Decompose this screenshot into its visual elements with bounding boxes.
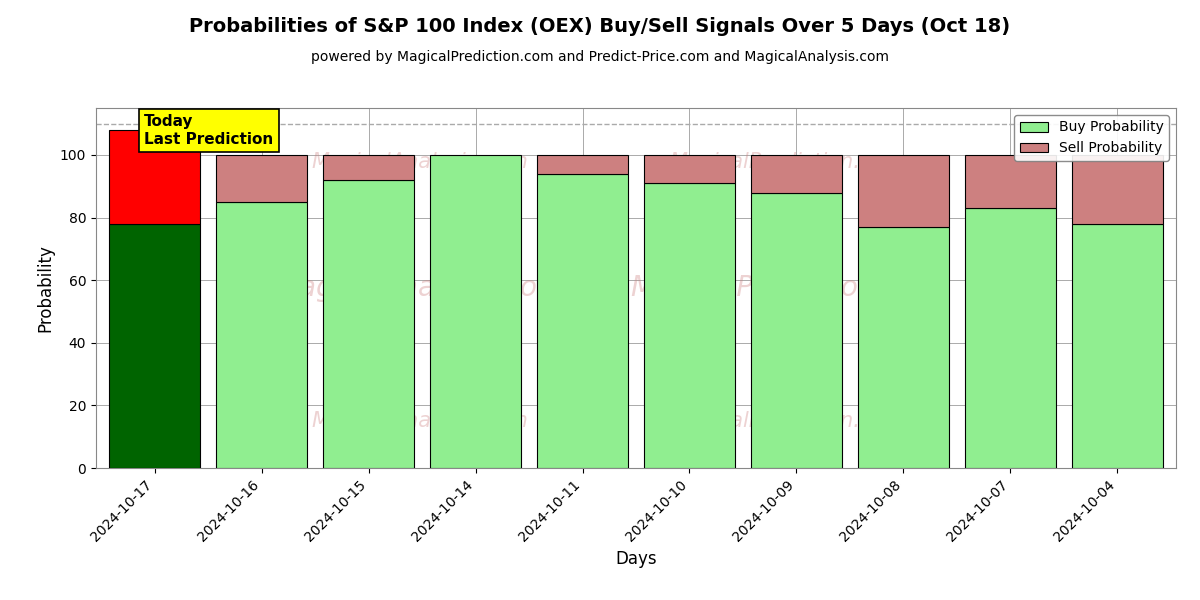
- Bar: [965, 208, 1056, 468]
- Bar: [109, 130, 200, 224]
- Bar: [1072, 224, 1163, 468]
- Bar: [216, 155, 307, 202]
- Bar: [323, 155, 414, 180]
- Y-axis label: Probability: Probability: [36, 244, 54, 332]
- Text: MagicalPrediction.com: MagicalPrediction.com: [670, 152, 905, 172]
- Bar: [538, 155, 628, 174]
- Text: MagicalPrediction.com: MagicalPrediction.com: [630, 274, 944, 302]
- Bar: [323, 180, 414, 468]
- Text: powered by MagicalPrediction.com and Predict-Price.com and MagicalAnalysis.com: powered by MagicalPrediction.com and Pre…: [311, 50, 889, 64]
- Text: Today
Last Prediction: Today Last Prediction: [144, 114, 274, 146]
- Bar: [965, 155, 1056, 208]
- Text: MagicalAnalysis.com: MagicalAnalysis.com: [312, 152, 528, 172]
- Bar: [751, 193, 842, 468]
- Bar: [644, 183, 734, 468]
- X-axis label: Days: Days: [616, 550, 656, 568]
- Bar: [1072, 155, 1163, 224]
- Bar: [109, 224, 200, 468]
- Legend: Buy Probability, Sell Probability: Buy Probability, Sell Probability: [1014, 115, 1169, 161]
- Bar: [858, 227, 949, 468]
- Text: MagicalAnalysis.com: MagicalAnalysis.com: [276, 274, 564, 302]
- Text: MagicalPrediction.com: MagicalPrediction.com: [670, 411, 905, 431]
- Bar: [751, 155, 842, 193]
- Bar: [216, 202, 307, 468]
- Bar: [644, 155, 734, 183]
- Bar: [430, 155, 521, 468]
- Bar: [538, 174, 628, 468]
- Bar: [858, 155, 949, 227]
- Text: MagicalAnalysis.com: MagicalAnalysis.com: [312, 411, 528, 431]
- Text: Probabilities of S&P 100 Index (OEX) Buy/Sell Signals Over 5 Days (Oct 18): Probabilities of S&P 100 Index (OEX) Buy…: [190, 17, 1010, 37]
